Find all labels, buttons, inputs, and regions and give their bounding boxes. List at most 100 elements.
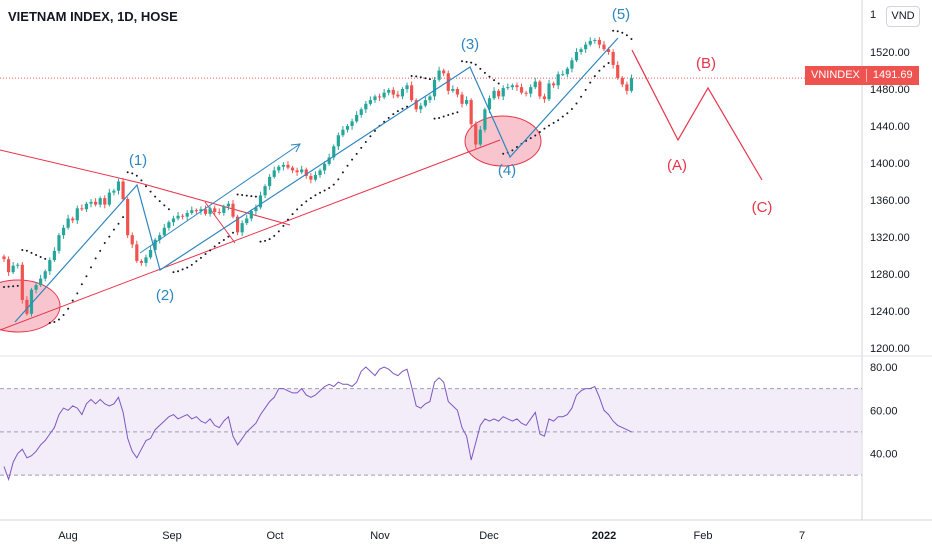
candle-body bbox=[323, 163, 327, 171]
candle-body bbox=[75, 208, 79, 221]
sar-dot bbox=[612, 29, 615, 32]
sar-dot bbox=[80, 283, 83, 286]
sar-dot bbox=[250, 195, 253, 198]
candle-body bbox=[428, 96, 432, 101]
candle-body bbox=[355, 114, 359, 122]
sar-dot bbox=[149, 190, 152, 193]
candle-body bbox=[318, 170, 322, 176]
candle-body bbox=[524, 92, 528, 94]
candle-body bbox=[281, 164, 285, 167]
candle-body bbox=[625, 84, 629, 91]
sar-dot bbox=[511, 149, 514, 152]
candle-body bbox=[552, 83, 556, 86]
currency-badge[interactable]: VND bbox=[886, 6, 920, 27]
sar-dot bbox=[373, 129, 376, 132]
candle-body bbox=[190, 210, 194, 213]
sar-dot bbox=[319, 191, 322, 194]
candle-body bbox=[25, 299, 29, 314]
elliott-wave-path bbox=[14, 37, 619, 323]
candle-body bbox=[506, 87, 510, 89]
sar-dot bbox=[236, 193, 239, 196]
candle-body bbox=[43, 271, 47, 279]
sar-dot bbox=[108, 235, 111, 238]
projection-arrow bbox=[139, 143, 301, 254]
candle-body bbox=[606, 49, 611, 52]
price-tick-label: 1440.00 bbox=[870, 121, 910, 133]
candle-body bbox=[103, 198, 107, 205]
candle-body bbox=[245, 218, 249, 224]
candle-body bbox=[414, 100, 418, 110]
candle-body bbox=[116, 181, 121, 191]
sar-dot bbox=[195, 260, 198, 263]
candle-body bbox=[185, 212, 189, 217]
sar-dot bbox=[529, 137, 532, 140]
sar-dot bbox=[438, 117, 441, 120]
candle-body bbox=[290, 167, 295, 171]
sar-dot bbox=[39, 255, 42, 258]
sar-dot bbox=[332, 183, 335, 186]
sar-dot bbox=[309, 197, 312, 200]
candle-body bbox=[451, 89, 455, 91]
rsi-line bbox=[3, 366, 632, 482]
price-tag: VNINDEX 1491.69 bbox=[805, 66, 919, 85]
sar-dot bbox=[85, 275, 88, 278]
candle-body bbox=[254, 207, 258, 212]
sar-dot bbox=[254, 195, 257, 198]
sar-dot bbox=[16, 284, 19, 287]
sar-dot bbox=[570, 108, 573, 111]
candle-body bbox=[396, 94, 400, 97]
sar-dot bbox=[199, 256, 202, 259]
rsi-tick-label: 80.00 bbox=[870, 362, 898, 374]
rsi-tick-label: 40.00 bbox=[870, 449, 898, 461]
candle-body bbox=[391, 89, 395, 95]
price-tick-label: 1360.00 bbox=[870, 195, 910, 207]
sar-dot bbox=[94, 257, 97, 260]
candle-body bbox=[387, 89, 391, 93]
sar-dot bbox=[502, 152, 505, 155]
sar-dot bbox=[268, 238, 271, 241]
candle-body bbox=[57, 235, 61, 251]
sar-dot bbox=[474, 63, 477, 66]
sar-dot bbox=[323, 189, 326, 192]
candle-body bbox=[336, 135, 340, 147]
sar-dot bbox=[557, 119, 560, 122]
price-tick-label: 1240.00 bbox=[870, 306, 910, 318]
candle-body bbox=[158, 235, 162, 240]
candle-body bbox=[446, 73, 450, 91]
sar-dot bbox=[25, 249, 28, 252]
wave-label: (2) bbox=[156, 287, 174, 304]
sar-dot bbox=[296, 208, 299, 211]
price-tick-label: 1320.00 bbox=[870, 232, 910, 244]
sar-dot bbox=[112, 228, 115, 231]
symbol-label: VNINDEX bbox=[811, 69, 860, 81]
sar-dot bbox=[497, 82, 500, 85]
candle-body bbox=[153, 239, 157, 250]
projection-arrow-head bbox=[290, 143, 301, 153]
sar-dot bbox=[122, 216, 125, 219]
sar-dot bbox=[360, 146, 363, 149]
candle-body bbox=[84, 203, 89, 210]
sar-dot bbox=[433, 117, 436, 120]
sar-dot bbox=[543, 127, 546, 130]
candle-body bbox=[135, 244, 139, 262]
candle-body bbox=[515, 85, 519, 88]
sar-dot bbox=[493, 79, 496, 82]
sar-dot bbox=[62, 313, 65, 316]
sar-dot bbox=[451, 112, 454, 115]
candle-body bbox=[584, 44, 588, 50]
candle-body bbox=[579, 49, 583, 52]
candle-body bbox=[455, 89, 460, 95]
wave-label: (1) bbox=[129, 152, 147, 169]
candle-body bbox=[570, 60, 574, 69]
sar-dot bbox=[589, 81, 592, 84]
sar-dot bbox=[286, 218, 289, 221]
sar-dot bbox=[406, 105, 409, 108]
price-tick-label: 1200.00 bbox=[870, 343, 910, 355]
sar-dot bbox=[479, 67, 482, 70]
sar-dot bbox=[341, 171, 344, 174]
candle-body bbox=[235, 216, 240, 233]
candle-body bbox=[39, 278, 43, 286]
sar-dot bbox=[548, 124, 551, 127]
sar-dot bbox=[387, 116, 390, 119]
